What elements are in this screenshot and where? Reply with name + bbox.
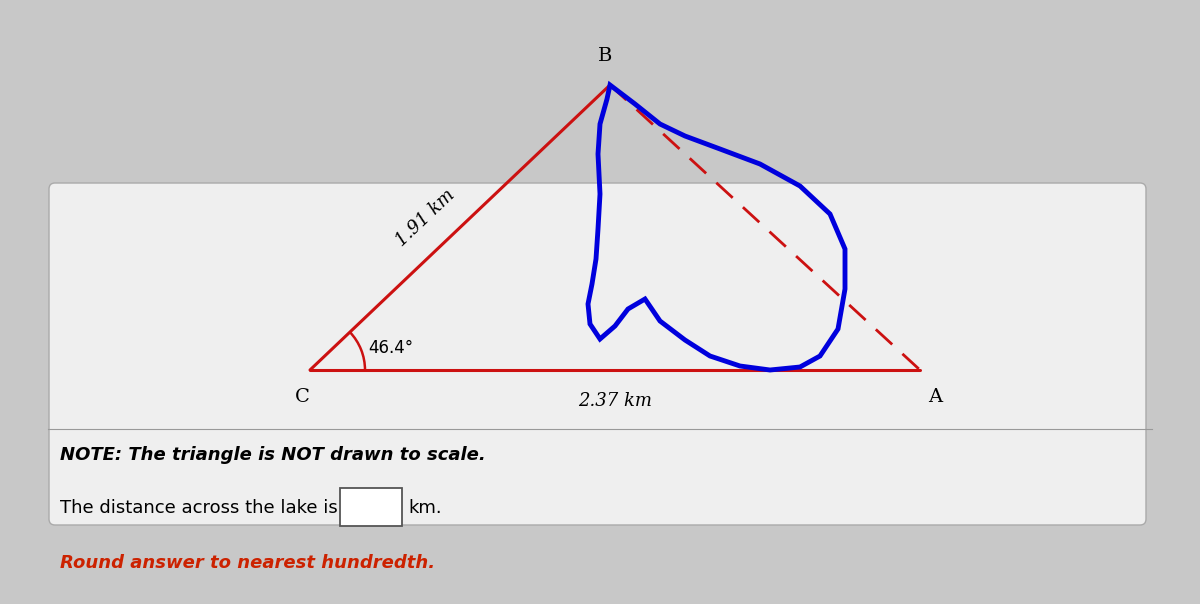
Text: NOTE: The triangle is NOT drawn to scale.: NOTE: The triangle is NOT drawn to scale… (60, 446, 486, 464)
Text: Round answer to nearest hundredth.: Round answer to nearest hundredth. (60, 554, 436, 572)
Text: C: C (294, 388, 310, 406)
Text: B: B (598, 47, 612, 65)
FancyBboxPatch shape (340, 488, 402, 526)
Text: 1.91 km: 1.91 km (392, 185, 458, 249)
Text: The distance across the lake is: The distance across the lake is (60, 499, 337, 517)
Text: km.: km. (408, 499, 442, 517)
Text: A: A (928, 388, 942, 406)
FancyBboxPatch shape (49, 183, 1146, 525)
Text: 46.4°: 46.4° (368, 339, 413, 357)
Text: 2.37 km: 2.37 km (578, 392, 652, 410)
